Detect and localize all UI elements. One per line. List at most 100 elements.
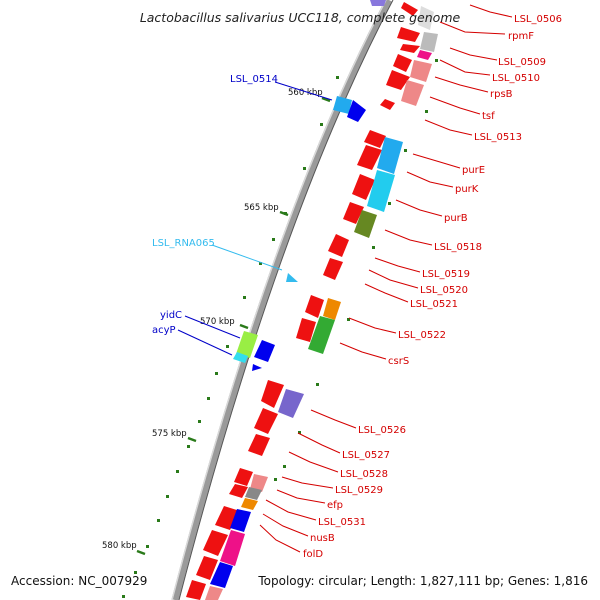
gene-label: LSL_0527 <box>342 450 390 461</box>
gene-feature <box>210 562 233 588</box>
gene-feature <box>343 202 364 224</box>
gene-label: tsf <box>482 111 495 122</box>
topology-summary: Topology: circular; Length: 1,827,111 bp… <box>256 574 590 588</box>
gene-label: purE <box>462 165 485 176</box>
gene-feature <box>354 210 377 238</box>
gene-feature <box>186 580 206 600</box>
connector-yidc <box>184 315 241 339</box>
gene-feature <box>234 468 253 486</box>
gene-label: LSL_0514 <box>230 74 278 85</box>
gene-label: rpmF <box>508 31 534 42</box>
gene-feature <box>205 586 223 600</box>
gene-label: LSL_0521 <box>410 299 458 310</box>
gene-feature <box>418 6 434 30</box>
gene-feature <box>286 273 298 282</box>
gene-label: efp <box>327 500 343 511</box>
gene-feature <box>401 80 424 106</box>
inner-ring-genes <box>205 6 438 600</box>
gene-feature <box>357 145 382 170</box>
backbone-outer <box>171 0 393 600</box>
gene-label: LSL_0526 <box>358 425 406 436</box>
gene-label: rpsB <box>490 89 513 100</box>
gene-label: LSL_0519 <box>422 269 470 280</box>
gene-feature <box>305 295 324 318</box>
scale-label: 580 kbp <box>102 541 137 551</box>
gene-feature <box>367 170 395 212</box>
gene-label: LSL_0518 <box>434 242 482 253</box>
scale-label: 570 kbp <box>200 317 235 327</box>
gene-feature <box>296 318 316 342</box>
gene-feature <box>252 364 262 371</box>
gene-feature <box>401 2 418 16</box>
gene-feature <box>203 530 228 556</box>
connector-rna065 <box>211 244 283 271</box>
gene-label: LSL_0529 <box>335 485 383 496</box>
gene-label: LSL_0509 <box>498 57 546 68</box>
gene-feature <box>254 408 278 434</box>
gene-feature <box>215 506 240 530</box>
accession-value: Accession: NC_007929 <box>9 574 150 588</box>
gene-feature <box>420 32 438 52</box>
gene-feature <box>380 99 395 110</box>
gene-feature <box>347 100 366 122</box>
accession-text: Accession: NC_007929 <box>9 574 150 588</box>
gene-feature <box>233 352 248 363</box>
gene-feature <box>400 44 420 53</box>
gene-label: folD <box>303 549 323 560</box>
gene-feature <box>323 258 343 280</box>
gene-feature <box>196 556 218 580</box>
gene-label: nusB <box>310 533 335 544</box>
gene-label: LSL_RNA065 <box>152 238 215 249</box>
gene-feature <box>328 234 349 257</box>
gene-feature <box>220 530 245 566</box>
gene-feature <box>245 487 262 500</box>
connector-acyp <box>177 329 233 356</box>
gene-label: yidC <box>160 310 182 321</box>
scale-label: 560 kbp <box>288 88 323 98</box>
gene-feature <box>386 70 410 90</box>
gene-feature <box>333 96 352 114</box>
gene-label: LSL_0510 <box>492 73 540 84</box>
gene-label: purB <box>444 213 468 224</box>
gene-label: LSL_0506 <box>514 14 562 25</box>
backbone-inner <box>171 0 387 600</box>
gene-label: csrS <box>388 356 409 367</box>
gene-feature <box>254 340 275 362</box>
label-connectors <box>259 4 513 553</box>
gene-feature <box>261 380 284 408</box>
gene-label: LSL_0513 <box>474 132 522 143</box>
gene-labels-right: LSL_0506 rpmF LSL_0509 LSL_0510 rpsB tsf… <box>303 14 562 560</box>
scale-label: 565 kbp <box>244 203 279 213</box>
gene-feature <box>250 474 268 492</box>
gene-feature <box>236 331 258 358</box>
gene-label: LSL_0520 <box>420 285 468 296</box>
scale-label: 575 kbp <box>152 429 187 439</box>
gene-feature <box>230 509 251 532</box>
gene-feature <box>364 130 386 148</box>
genome-title: Lactobacillus salivarius UCC118, complet… <box>139 10 461 25</box>
scale-ticks <box>136 96 331 556</box>
outer-ring-genes <box>186 0 420 600</box>
tick-dots-right <box>274 59 438 481</box>
gene-label: LSL_0531 <box>318 517 366 528</box>
gene-feature <box>377 137 403 174</box>
gene-label: LSL_0522 <box>398 330 446 341</box>
gene-feature <box>229 484 248 498</box>
gene-feature <box>323 298 341 320</box>
gene-feature <box>278 389 304 418</box>
gene-feature <box>393 54 412 72</box>
gene-label: LSL_0528 <box>340 469 388 480</box>
gene-feature <box>352 174 375 200</box>
gene-label: acyP <box>152 325 176 336</box>
gene-feature <box>248 434 270 456</box>
gene-feature <box>410 60 432 82</box>
gene-label: purK <box>455 184 479 195</box>
gene-feature <box>397 27 420 42</box>
gene-feature <box>370 0 386 6</box>
gene-feature <box>417 50 432 60</box>
gene-feature <box>308 316 335 354</box>
gene-feature <box>241 498 258 510</box>
backbone-shadow <box>178 0 394 600</box>
connector-lsl-0514 <box>274 81 333 101</box>
